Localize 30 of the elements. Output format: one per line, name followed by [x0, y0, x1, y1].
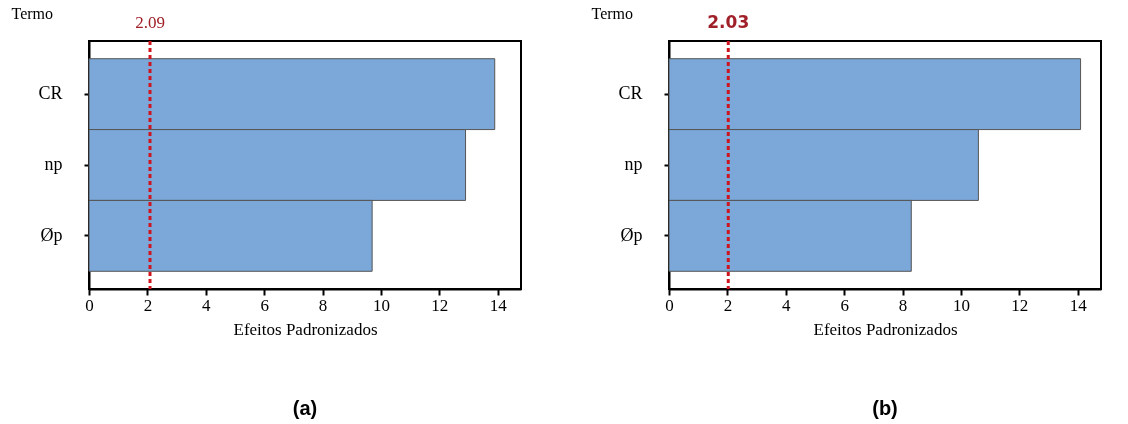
x-tick-label: 2 [723, 295, 733, 315]
text: (b) [872, 397, 898, 419]
x-axis-title: Efeitos Padronizados [813, 319, 958, 339]
x-tick-label: 12 [1011, 295, 1029, 315]
x-axis-title: Efeitos Padronizados [233, 319, 378, 339]
x-tick-label: 10 [952, 295, 970, 315]
x-tick-label: 14 [489, 295, 508, 315]
y-tick-label: Øp [40, 224, 63, 245]
ref-line-label: 2.03 [707, 12, 750, 32]
x-tick-label: 2 [143, 295, 153, 315]
y-tick-label: np [44, 154, 63, 174]
y-tick-label: Øp [620, 224, 643, 245]
x-tick-label: 10 [372, 295, 390, 315]
x-tick-label: 6 [840, 295, 849, 315]
y-tick-label: CR [38, 83, 63, 104]
x-tick-label: 4 [782, 295, 792, 315]
y-axis-title: Termo [11, 4, 54, 22]
y-axis-title: Termo [591, 4, 634, 22]
x-tick-label: 8 [898, 295, 908, 315]
x-tick-label: 4 [202, 295, 212, 315]
x-tick-label: 0 [665, 295, 674, 315]
ref-line-label: 2.09 [135, 13, 165, 32]
y-tick-label: CR [618, 83, 643, 104]
x-tick-label: 8 [318, 295, 328, 315]
x-tick-label: 0 [85, 295, 94, 315]
text: (a) [292, 397, 318, 419]
y-tick-label: np [624, 154, 643, 174]
x-tick-label: 14 [1069, 295, 1088, 315]
x-tick-label: 12 [431, 295, 449, 315]
x-tick-label: 6 [260, 295, 269, 315]
